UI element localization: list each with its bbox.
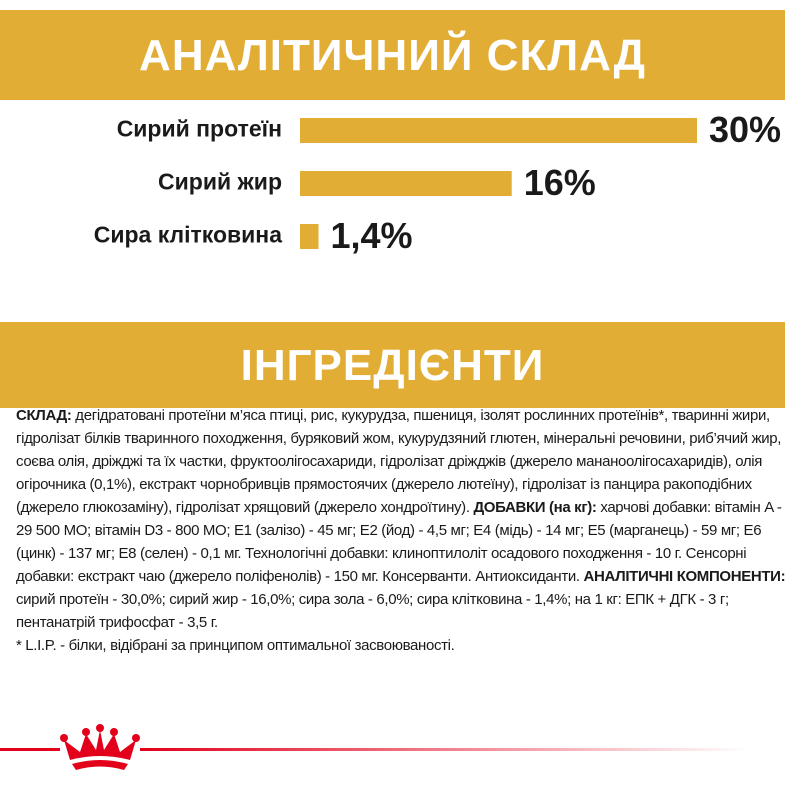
text: харчові добавки: вітамін A - 29 500 МО; … [16, 499, 782, 585]
paragraph: * L.I.P. - білки, відібрані за принципом… [16, 634, 786, 657]
category-label: Сира клітковина [94, 222, 282, 248]
bold-text: АНАЛІТИЧНІ КОМПОНЕНТИ: [583, 568, 786, 585]
logo-line [0, 748, 60, 751]
bold-text: ДОБАВКИ (на кг): [473, 499, 597, 516]
value-label: 16% [524, 162, 596, 203]
text: * L.I.P. - білки, відібрані за принципом… [16, 637, 455, 654]
category-label: Сирий жир [158, 169, 282, 195]
text: сирий протеїн - 30,0%; сирий жир - 16,0%… [16, 591, 729, 631]
paragraph: СКЛАД: дегідратовані протеїни м’яса птиц… [16, 404, 786, 634]
section-title: ІНГРЕДІЄНТИ [0, 322, 785, 408]
bar [300, 171, 512, 196]
ingredients-text: СКЛАД: дегідратовані протеїни м’яса птиц… [16, 404, 786, 657]
section-title: АНАЛІТИЧНИЙ СКЛАД [0, 10, 785, 100]
bar [300, 118, 697, 143]
crown-icon [60, 724, 140, 770]
chart: Сирий протеїн 30% Сирий жир 16% Сира клітков… [94, 109, 781, 256]
bold-text: СКЛАД: [16, 407, 72, 424]
logo-line [140, 748, 750, 751]
category-label: Сирий протеїн [117, 116, 282, 142]
value-label: 1,4% [331, 215, 413, 256]
logo [0, 724, 750, 770]
bar [300, 224, 319, 249]
text: дегідратовані протеїни м’яса птиці, рис,… [16, 407, 782, 516]
value-label: 30% [709, 109, 781, 150]
